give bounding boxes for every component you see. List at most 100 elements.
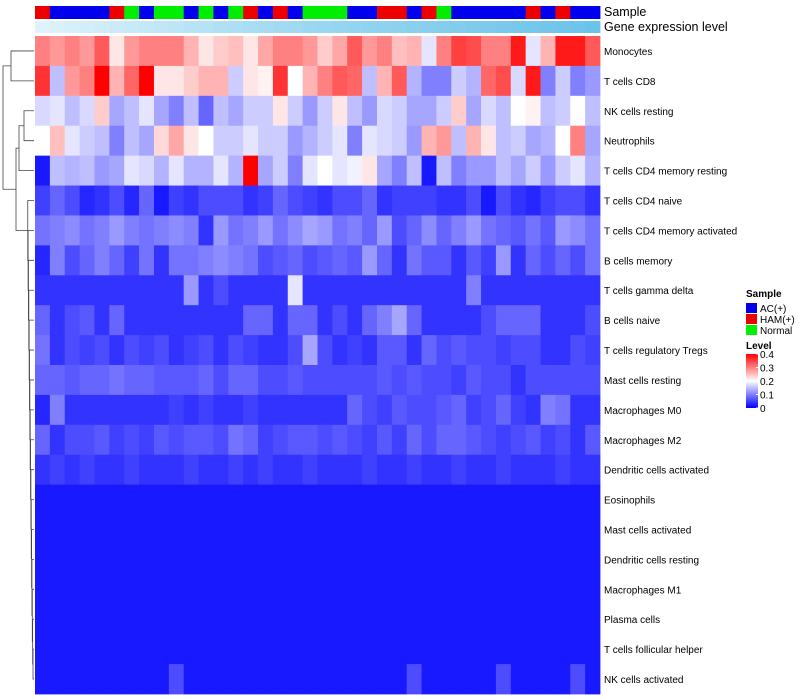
heatmap-cell bbox=[287, 544, 304, 575]
heatmap-cell bbox=[198, 95, 214, 127]
heatmap-cell bbox=[570, 574, 586, 605]
dendrogram-link bbox=[10, 50, 34, 82]
heatmap-cell bbox=[317, 544, 333, 575]
heatmap-cell bbox=[362, 424, 378, 456]
heatmap-cell bbox=[228, 185, 244, 216]
heatmap-cell bbox=[198, 335, 214, 366]
heatmap-cell bbox=[243, 245, 259, 276]
heatmap-cell bbox=[183, 95, 199, 127]
heatmap-cell bbox=[495, 155, 512, 186]
heatmap-cell bbox=[49, 514, 66, 545]
heatmap-cell bbox=[570, 305, 586, 336]
row-label: Neutrophils bbox=[604, 137, 655, 148]
heatmap-cell bbox=[391, 305, 408, 336]
heatmap-cell bbox=[451, 574, 467, 605]
heatmap-cell bbox=[79, 125, 95, 157]
heatmap-cell bbox=[243, 36, 259, 67]
heatmap-cell bbox=[481, 424, 497, 456]
heatmap-cell bbox=[525, 245, 541, 276]
heatmap-cell bbox=[317, 335, 333, 366]
heatmap-cell bbox=[139, 365, 155, 396]
heatmap-cell bbox=[153, 424, 170, 456]
heatmap-cell bbox=[302, 275, 318, 306]
heatmap-cell bbox=[228, 36, 244, 67]
heatmap-cell bbox=[570, 365, 586, 396]
sample-annotation-cell bbox=[302, 6, 318, 19]
heatmap-cell bbox=[258, 335, 274, 366]
heatmap-cell bbox=[481, 36, 497, 67]
heatmap-cell bbox=[495, 634, 512, 665]
heatmap-cell bbox=[198, 604, 214, 635]
heatmap-cell bbox=[332, 394, 348, 426]
heatmap-cell bbox=[49, 454, 66, 486]
heatmap-cell bbox=[153, 65, 170, 97]
heatmap-cell bbox=[421, 125, 437, 157]
heatmap-cell bbox=[347, 125, 363, 157]
gene-expression-annotation-cell bbox=[49, 21, 66, 33]
heatmap-cell bbox=[451, 454, 467, 486]
heatmap-cell bbox=[228, 574, 244, 605]
heatmap-cell bbox=[525, 365, 541, 396]
heatmap-cell bbox=[332, 604, 348, 635]
heatmap-cell bbox=[79, 394, 95, 426]
gene-expression-annotation-cell bbox=[436, 21, 452, 33]
heatmap-cell bbox=[124, 215, 140, 246]
heatmap-cell bbox=[64, 215, 81, 246]
heatmap-cell bbox=[153, 36, 170, 67]
heatmap-cell bbox=[421, 604, 437, 635]
heatmap-cell bbox=[124, 484, 140, 515]
heatmap-cell bbox=[391, 394, 408, 426]
level-legend-tick-label: 0.1 bbox=[760, 391, 774, 402]
heatmap-cell bbox=[451, 245, 467, 276]
heatmap-cell bbox=[287, 574, 304, 605]
heatmap-cell bbox=[391, 155, 408, 186]
heatmap-cell bbox=[35, 634, 51, 665]
heatmap-cell bbox=[525, 514, 541, 545]
heatmap-cell bbox=[481, 215, 497, 246]
heatmap-cell bbox=[79, 604, 95, 635]
heatmap-cell bbox=[332, 514, 348, 545]
heatmap-cell bbox=[287, 36, 304, 67]
row-labels: Monocytes T cells CD8 NK cells resting Neut… bbox=[604, 47, 737, 686]
heatmap-cell bbox=[495, 305, 512, 336]
heatmap-cell bbox=[258, 155, 274, 186]
heatmap-cell bbox=[198, 215, 214, 246]
heatmap-cell bbox=[570, 125, 586, 157]
heatmap-cell bbox=[287, 185, 304, 216]
heatmap-cell bbox=[79, 484, 95, 515]
heatmap-cell bbox=[109, 454, 125, 486]
heatmap-cell bbox=[258, 65, 274, 97]
heatmap-cell bbox=[510, 664, 527, 695]
heatmap-cell bbox=[258, 95, 274, 127]
heatmap-cell bbox=[362, 65, 378, 97]
heatmap-cell bbox=[317, 454, 333, 486]
heatmap-cell bbox=[555, 215, 571, 246]
heatmap-cell bbox=[94, 514, 110, 545]
level-legend: Level 0.4 0.3 0.2 0.1 0 bbox=[746, 341, 774, 415]
heatmap-cell bbox=[317, 65, 333, 97]
heatmap-cell bbox=[183, 125, 199, 157]
heatmap-cell bbox=[79, 664, 95, 695]
sample-annotation-cell bbox=[139, 6, 155, 19]
heatmap-cell bbox=[228, 335, 244, 366]
heatmap-cell bbox=[555, 155, 571, 186]
heatmap-cell bbox=[272, 305, 289, 336]
heatmap-cell bbox=[406, 36, 422, 67]
heatmap-cell bbox=[332, 544, 348, 575]
heatmap-cell bbox=[510, 95, 527, 127]
heatmap-cell bbox=[510, 335, 527, 366]
gene-expression-annotation-cell bbox=[183, 21, 199, 33]
heatmap-cell bbox=[183, 335, 199, 366]
heatmap-cell bbox=[376, 424, 393, 456]
heatmap-cell bbox=[168, 424, 185, 456]
heatmap-cell bbox=[153, 574, 170, 605]
heatmap-cell bbox=[585, 215, 601, 246]
gene-expression-annotation-cell bbox=[525, 21, 541, 33]
heatmap-cell bbox=[362, 574, 378, 605]
heatmap-cell bbox=[540, 305, 556, 336]
heatmap-cell bbox=[362, 275, 378, 306]
row-label: T cells CD4 memory activated bbox=[604, 226, 737, 237]
heatmap-cell bbox=[302, 335, 318, 366]
heatmap-cell bbox=[213, 335, 229, 366]
heatmap-cell bbox=[243, 454, 259, 486]
